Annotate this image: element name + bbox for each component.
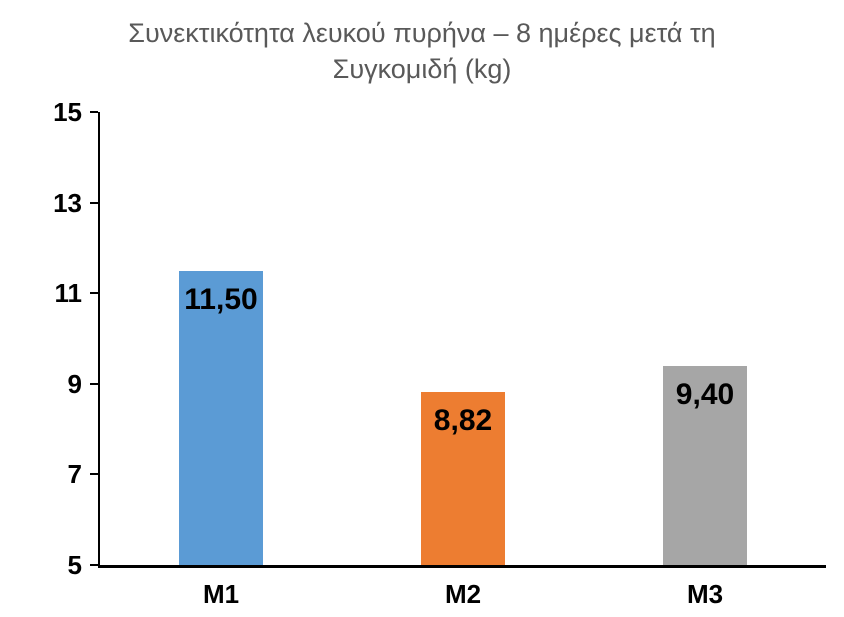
bar-m3 [663,365,747,565]
y-axis-tick [90,111,98,113]
data-label-m2: 8,82 [433,403,493,437]
y-axis-tick [90,473,98,476]
chart-title: Συνεκτικότητα λευκού πυρήνα – 8 ημέρες μ… [128,18,716,84]
y-axis-tick [90,382,98,385]
bar-m2 [421,391,505,565]
y-axis-tick-label: 11 [54,278,83,309]
x-axis-label-m3: M3 [686,579,724,609]
y-axis-tick [90,201,98,204]
data-label-m3: 9,40 [675,377,735,411]
y-axis-tick [90,564,98,566]
y-axis-tick-label: 9 [67,368,82,399]
plot-area: 15 13 11 9 7 5 11,50 M1 8,82 M2 9,40 M3 [53,97,826,609]
x-axis-label-m2: M2 [444,579,482,609]
x-axis-label-m1: M1 [202,579,240,609]
y-axis-tick-label: 5 [67,550,82,580]
y-axis-tick-label: 15 [53,97,82,127]
y-axis-tick [90,292,98,295]
bar-m1 [179,270,263,565]
data-label-m1: 11,50 [184,282,258,316]
y-axis-tick-label: 7 [67,459,82,490]
y-axis-tick-label: 13 [53,187,82,218]
